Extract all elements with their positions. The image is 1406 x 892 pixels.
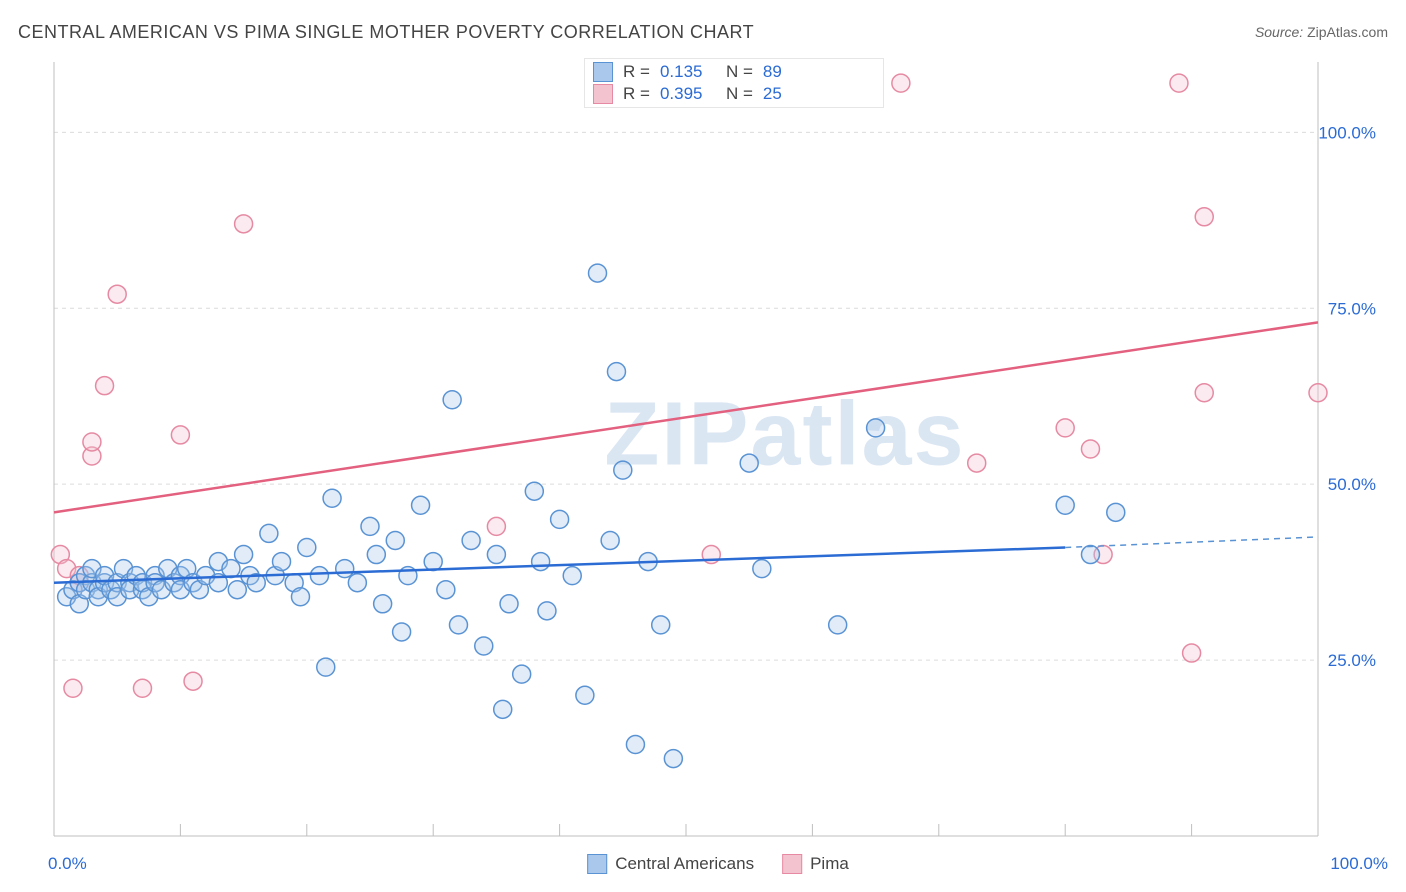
x-axis-min-label: 0.0% [48,854,87,874]
legend-label: Central Americans [615,854,754,874]
legend-item-central-americans: Central Americans [587,854,754,874]
source-attribution: Source: ZipAtlas.com [1255,24,1388,40]
chart-title: CENTRAL AMERICAN VS PIMA SINGLE MOTHER P… [18,22,754,43]
legend-bottom: Central Americans Pima [587,854,849,874]
swatch-icon [587,854,607,874]
swatch-icon [782,854,802,874]
legend-label: Pima [810,854,849,874]
svg-text:75.0%: 75.0% [1328,299,1376,318]
source-value: ZipAtlas.com [1307,24,1388,40]
chart-container: Single Mother Poverty ZIPatlas25.0%50.0%… [48,56,1388,842]
svg-text:50.0%: 50.0% [1328,475,1376,494]
x-axis-max-label: 100.0% [1330,854,1388,874]
svg-text:ZIPatlas: ZIPatlas [604,385,965,485]
legend-item-pima: Pima [782,854,849,874]
x-axis-footer: 0.0% Central Americans Pima 100.0% [48,846,1388,882]
chart-header: CENTRAL AMERICAN VS PIMA SINGLE MOTHER P… [18,18,1388,46]
scatter-plot: ZIPatlas25.0%50.0%75.0%100.0%R =0.135N =… [48,56,1388,842]
svg-text:25.0%: 25.0% [1328,651,1376,670]
svg-text:100.0%: 100.0% [1318,123,1376,142]
source-label: Source: [1255,24,1303,40]
